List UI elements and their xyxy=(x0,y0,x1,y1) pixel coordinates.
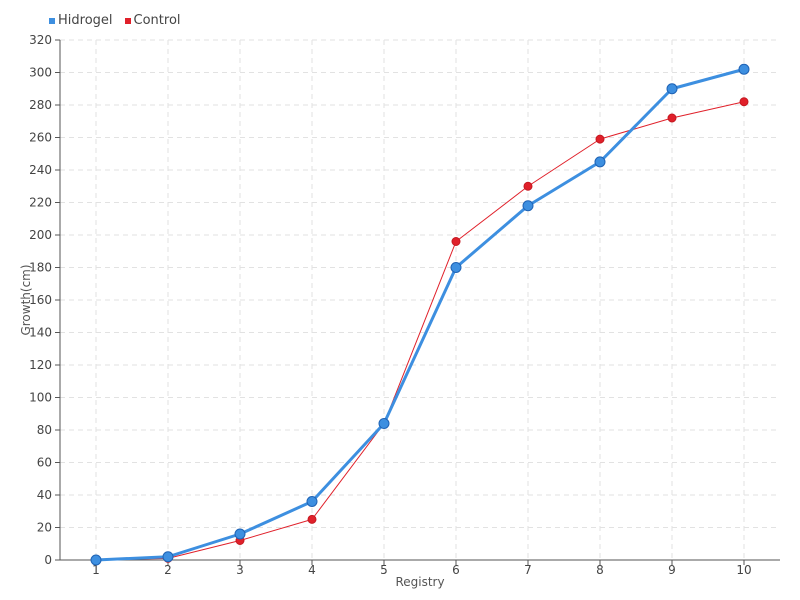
x-tick-label: 8 xyxy=(596,563,604,577)
x-tick-label: 3 xyxy=(236,563,244,577)
data-point-hidrogel xyxy=(450,262,462,273)
legend-label-hidrogel: Hidrogel xyxy=(58,13,113,28)
x-tick-label: 2 xyxy=(164,563,172,577)
data-point-hidrogel xyxy=(162,551,174,563)
data-point-control xyxy=(739,97,749,107)
x-tick-label: 10 xyxy=(736,563,751,577)
data-point-hidrogel xyxy=(594,156,606,168)
legend: Hidrogel Control xyxy=(49,13,181,28)
data-point-hidrogel xyxy=(306,496,318,507)
series-line-control xyxy=(95,101,745,561)
data-point-hidrogel xyxy=(666,83,678,95)
y-tick-label: 260 xyxy=(29,131,52,145)
series-group xyxy=(90,63,750,566)
data-point-control xyxy=(451,237,461,246)
legend-swatch-hidrogel xyxy=(49,17,55,24)
data-point-control xyxy=(307,514,317,524)
y-tick-label: 200 xyxy=(29,228,52,242)
y-tick-label: 80 xyxy=(37,423,52,437)
y-tick-label: 140 xyxy=(29,326,52,340)
y-tick-label: 100 xyxy=(29,391,52,405)
grid xyxy=(60,39,780,560)
legend-item-control[interactable]: Control xyxy=(124,13,181,28)
x-tick-label: 9 xyxy=(668,563,676,577)
data-point-hidrogel xyxy=(90,554,102,566)
y-tick-label: 120 xyxy=(29,358,52,372)
data-point-hidrogel xyxy=(522,200,534,212)
y-tick-label: 20 xyxy=(37,521,52,535)
legend-swatch-control xyxy=(124,17,131,24)
y-axis-title: Growth(cm) xyxy=(19,264,33,335)
y-tick-label: 160 xyxy=(29,293,52,307)
data-point-hidrogel xyxy=(738,63,750,75)
y-tick-label: 280 xyxy=(29,98,52,112)
y-tick-label: 240 xyxy=(29,163,52,177)
y-tick-label: 180 xyxy=(29,261,52,275)
x-tick-label: 5 xyxy=(380,563,388,577)
legend-label-control: Control xyxy=(133,13,181,28)
x-axis-title: Registry xyxy=(395,575,444,589)
data-point-hidrogel xyxy=(234,528,246,540)
data-point-control xyxy=(667,113,677,123)
y-ticks: 0 20 40 60 80 100 120 140 160 180 200 220 240 260 280 3… xyxy=(29,33,60,567)
y-tick-label: 40 xyxy=(37,488,52,502)
y-tick-label: 0 xyxy=(44,553,52,567)
y-tick-label: 320 xyxy=(29,33,52,47)
x-tick-label: 7 xyxy=(524,563,532,577)
y-tick-label: 220 xyxy=(29,196,52,210)
x-ticks: 1 2 3 4 5 6 7 8 9 10 xyxy=(92,560,752,577)
data-point-control xyxy=(595,134,605,144)
x-tick-label: 6 xyxy=(452,563,460,577)
data-point-hidrogel xyxy=(378,418,390,429)
y-tick-label: 60 xyxy=(37,456,52,470)
x-tick-label: 1 xyxy=(92,563,100,577)
legend-item-hidrogel[interactable]: Hidrogel xyxy=(49,13,113,28)
y-tick-label: 300 xyxy=(29,66,52,80)
x-tick-label: 4 xyxy=(308,563,316,577)
series-line-hidrogel xyxy=(95,67,745,562)
data-point-control xyxy=(523,181,533,191)
